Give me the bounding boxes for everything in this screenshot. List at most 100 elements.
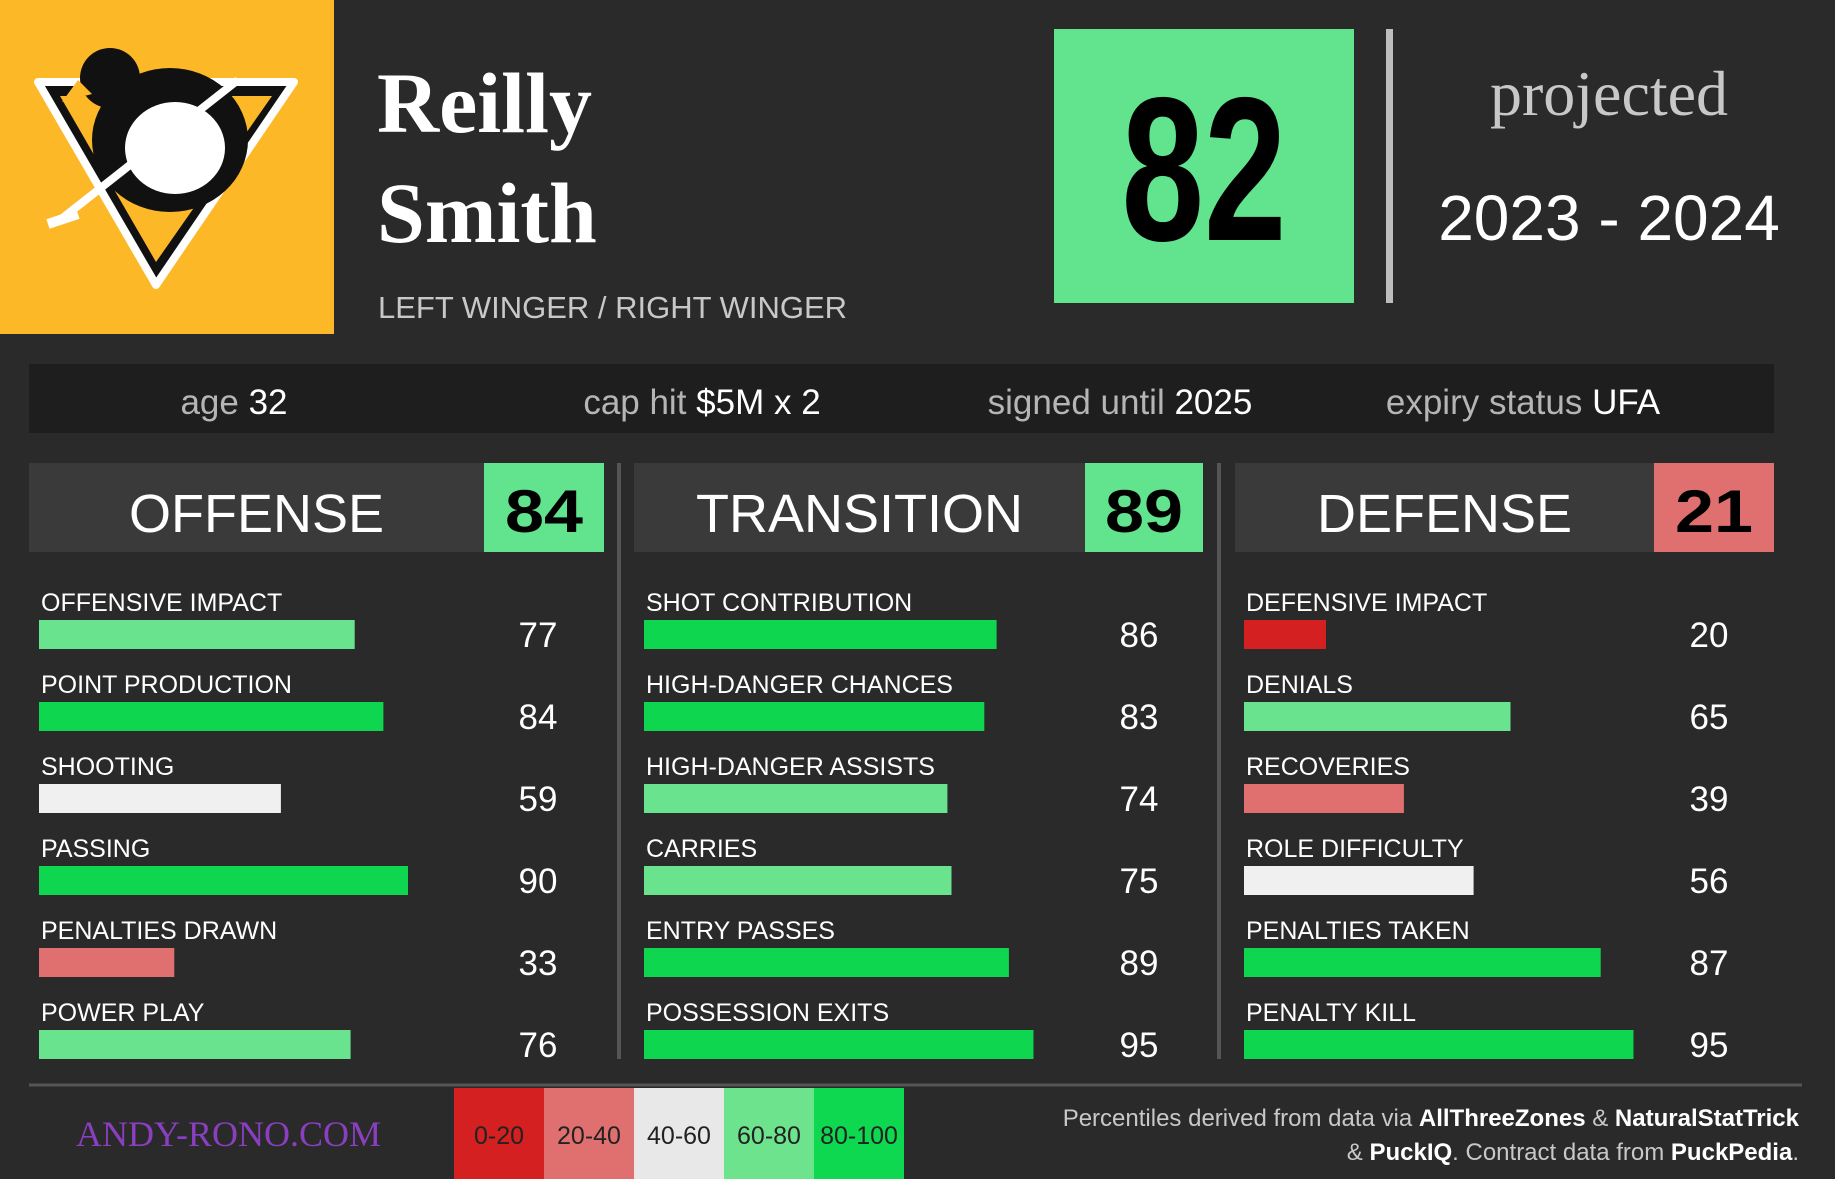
- legend-swatch: [544, 1088, 634, 1179]
- metric-value: 90: [519, 862, 558, 901]
- divider: [1386, 29, 1393, 303]
- section-score: 89: [1105, 478, 1183, 545]
- info-item: age 32: [180, 383, 287, 422]
- metric-bar: [1244, 702, 1511, 731]
- section-score: 21: [1675, 478, 1753, 545]
- metric-value: 20: [1690, 616, 1729, 655]
- metric-bar: [644, 1030, 1034, 1059]
- metric-bar: [644, 702, 985, 731]
- legend-swatch: [634, 1088, 724, 1179]
- credits-line: & PuckIQ. Contract data from PuckPedia.: [1347, 1139, 1799, 1166]
- section-name: DEFENSE: [1317, 484, 1572, 544]
- section-score-box: [1085, 463, 1203, 552]
- metric-name: ENTRY PASSES: [646, 917, 835, 945]
- legend-label: 80-100: [820, 1122, 898, 1150]
- last-name: Smith: [377, 165, 597, 261]
- info-value: $5M x 2: [696, 383, 821, 422]
- metric-bar: [1244, 784, 1404, 813]
- legend-swatch: [454, 1088, 544, 1179]
- metric-value: 76: [519, 1026, 558, 1065]
- metric-bar: [39, 866, 408, 895]
- penguin-belly: [125, 102, 225, 194]
- metric-bar: [644, 620, 997, 649]
- metric-name: CARRIES: [646, 835, 757, 863]
- metric-value: 74: [1120, 780, 1159, 819]
- metric-bar: [644, 784, 948, 813]
- info-item: expiry status UFA: [1386, 383, 1661, 422]
- metric-value: 39: [1690, 780, 1729, 819]
- section-score: 84: [505, 478, 584, 545]
- metric-value: 95: [1120, 1026, 1159, 1065]
- team-logo: [0, 0, 334, 334]
- info-value: UFA: [1592, 383, 1661, 422]
- metric-bar: [39, 948, 175, 977]
- metric-value: 77: [519, 616, 558, 655]
- info-label: expiry status: [1386, 383, 1582, 422]
- first-name: Reilly: [377, 55, 592, 151]
- penguin-beak: [62, 80, 92, 102]
- metric-name: SHOT CONTRIBUTION: [646, 589, 912, 617]
- credits-segment: PuckIQ: [1369, 1139, 1452, 1166]
- metric-bar: [39, 702, 384, 731]
- metric-value: 83: [1120, 698, 1159, 737]
- metric-value: 56: [1690, 862, 1729, 901]
- credits-segment: AllThreeZones: [1419, 1105, 1586, 1132]
- metric-name: PASSING: [41, 835, 150, 863]
- content: age 32 cap hit $5M x 2 signed until 2025 ex…: [29, 383, 1800, 1179]
- credits-segment: .: [1792, 1139, 1799, 1166]
- metric-value: 87: [1690, 944, 1729, 983]
- metric-name: PENALTIES DRAWN: [41, 917, 277, 945]
- metric-bar: [644, 866, 952, 895]
- credits-segment: &: [1586, 1105, 1615, 1132]
- info-label: age: [180, 383, 238, 422]
- metric-name: POINT PRODUCTION: [41, 671, 292, 699]
- metric-value: 84: [519, 698, 558, 737]
- hockey-stick: [57, 76, 241, 224]
- legend-label: 20-40: [557, 1122, 621, 1150]
- metric-name: DEFENSIVE IMPACT: [1246, 589, 1487, 617]
- info-value: 32: [249, 383, 288, 422]
- info-value: 2025: [1174, 383, 1252, 422]
- metric-bar: [39, 620, 355, 649]
- legend-swatch: [724, 1088, 814, 1179]
- metric-name: DENIALS: [1246, 671, 1353, 699]
- legend-label: 0-20: [474, 1122, 524, 1150]
- metric-name: HIGH-DANGER ASSISTS: [646, 753, 935, 781]
- section-score-box: [484, 463, 604, 552]
- metric-value: 65: [1690, 698, 1729, 737]
- metric-name: HIGH-DANGER CHANCES: [646, 671, 953, 699]
- section-name: TRANSITION: [696, 484, 1023, 544]
- credits-line: Percentiles derived from data via AllThr…: [1063, 1105, 1800, 1132]
- stick-blade: [46, 209, 80, 229]
- legend-label: 60-80: [737, 1122, 801, 1150]
- metric-bar: [1244, 1030, 1634, 1059]
- overall-box: [1054, 29, 1354, 303]
- metric-name: PENALTIES TAKEN: [1246, 917, 1470, 945]
- metric-bar: [644, 948, 1009, 977]
- metric-bar: [39, 784, 281, 813]
- info-label: cap hit: [583, 383, 686, 422]
- section-name: OFFENSE: [129, 484, 384, 544]
- metric-name: ROLE DIFFICULTY: [1246, 835, 1464, 863]
- projected-label: projected: [1490, 58, 1728, 129]
- credits-segment: PuckPedia: [1671, 1139, 1793, 1166]
- metric-name: PENALTY KILL: [1246, 999, 1416, 1027]
- credits-segment: . Contract data from: [1452, 1139, 1671, 1166]
- metric-value: 86: [1120, 616, 1159, 655]
- section-score-box: [1654, 463, 1774, 552]
- info-item: signed until 2025: [988, 383, 1253, 422]
- metric-name: SHOOTING: [41, 753, 174, 781]
- metric-value: 89: [1120, 944, 1159, 983]
- position: LEFT WINGER / RIGHT WINGER: [378, 290, 847, 325]
- metric-name: POWER PLAY: [41, 999, 205, 1027]
- metric-bar: [39, 1030, 351, 1059]
- overall-score: 82: [1122, 55, 1287, 284]
- penguin-head: [80, 48, 140, 108]
- season: 2023 - 2024: [1438, 182, 1780, 254]
- info-item: cap hit $5M x 2: [583, 383, 820, 422]
- metric-bar: [1244, 620, 1326, 649]
- metric-value: 59: [519, 780, 558, 819]
- info-bar: [29, 364, 1774, 433]
- credits-segment: &: [1347, 1139, 1370, 1166]
